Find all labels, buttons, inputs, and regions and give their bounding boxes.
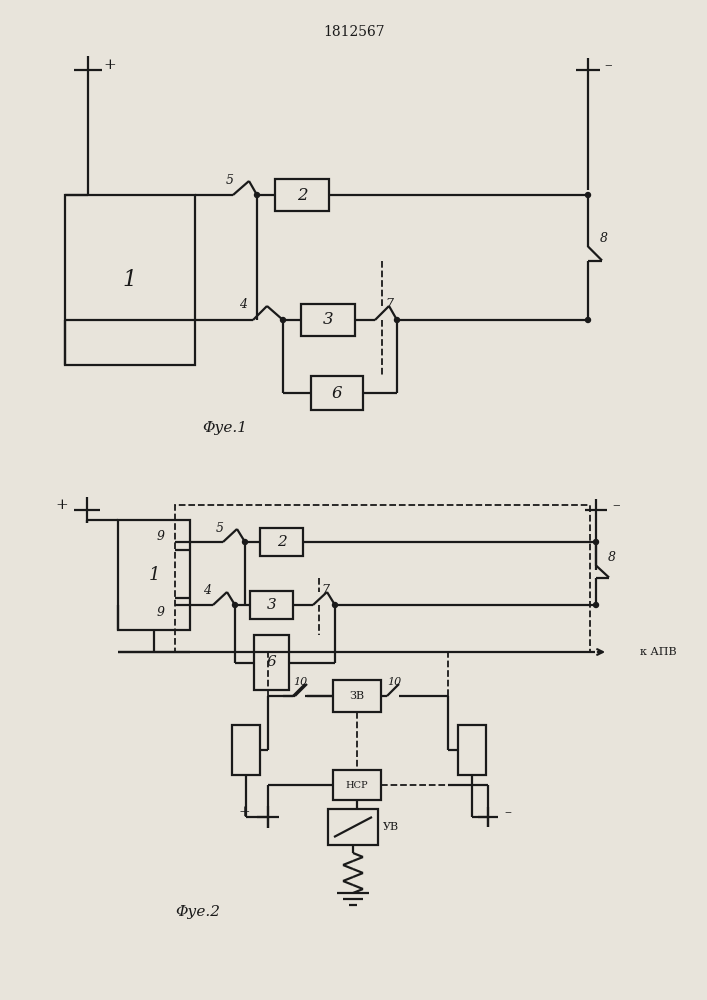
Bar xyxy=(311,376,363,410)
Bar xyxy=(250,591,293,619)
Text: НСР: НСР xyxy=(346,780,368,790)
Text: 1812567: 1812567 xyxy=(323,25,385,39)
Bar xyxy=(175,505,590,652)
Text: 7: 7 xyxy=(321,584,329,597)
Text: –: – xyxy=(505,805,511,819)
Circle shape xyxy=(395,318,399,322)
Text: 10: 10 xyxy=(387,677,401,687)
Circle shape xyxy=(585,192,590,198)
Text: 6: 6 xyxy=(267,656,276,670)
Bar xyxy=(275,179,329,211)
Text: 9: 9 xyxy=(157,530,165,542)
Text: 5: 5 xyxy=(216,522,224,534)
Bar xyxy=(232,725,260,775)
Bar xyxy=(65,195,195,365)
Text: 4: 4 xyxy=(203,584,211,597)
Text: 4: 4 xyxy=(239,298,247,312)
Bar xyxy=(458,725,486,775)
Text: 5: 5 xyxy=(226,174,234,188)
Text: +: + xyxy=(238,805,250,819)
Bar xyxy=(328,809,378,845)
Circle shape xyxy=(332,602,337,607)
Bar xyxy=(118,520,190,630)
Text: 1: 1 xyxy=(123,269,137,291)
Text: УВ: УВ xyxy=(383,822,399,832)
Text: 2: 2 xyxy=(276,535,286,549)
Text: 1: 1 xyxy=(148,566,160,584)
Circle shape xyxy=(281,318,286,322)
Circle shape xyxy=(255,192,259,198)
Text: Φуе.1: Φуе.1 xyxy=(202,421,247,435)
Text: 3: 3 xyxy=(322,312,333,328)
Text: 8: 8 xyxy=(608,551,616,564)
Bar xyxy=(333,770,381,800)
Text: 7: 7 xyxy=(385,298,393,312)
Text: Φуе.2: Φуе.2 xyxy=(175,905,220,919)
Circle shape xyxy=(243,540,247,544)
Text: +: + xyxy=(56,498,69,512)
Text: ЗВ: ЗВ xyxy=(349,691,365,701)
Circle shape xyxy=(593,540,599,544)
Text: 10: 10 xyxy=(293,677,307,687)
Circle shape xyxy=(593,602,599,607)
Text: 2: 2 xyxy=(297,186,308,204)
Text: 3: 3 xyxy=(267,598,276,612)
Bar xyxy=(333,680,381,712)
Text: 8: 8 xyxy=(600,232,608,245)
Circle shape xyxy=(233,602,238,607)
Text: +: + xyxy=(104,58,117,72)
Bar xyxy=(254,635,289,690)
Bar xyxy=(301,304,355,336)
Text: –: – xyxy=(604,58,612,72)
Text: к АПВ: к АПВ xyxy=(640,647,677,657)
Text: –: – xyxy=(612,498,620,512)
Text: 9: 9 xyxy=(157,605,165,618)
Bar xyxy=(260,528,303,556)
Circle shape xyxy=(585,318,590,322)
Text: 6: 6 xyxy=(332,384,342,401)
